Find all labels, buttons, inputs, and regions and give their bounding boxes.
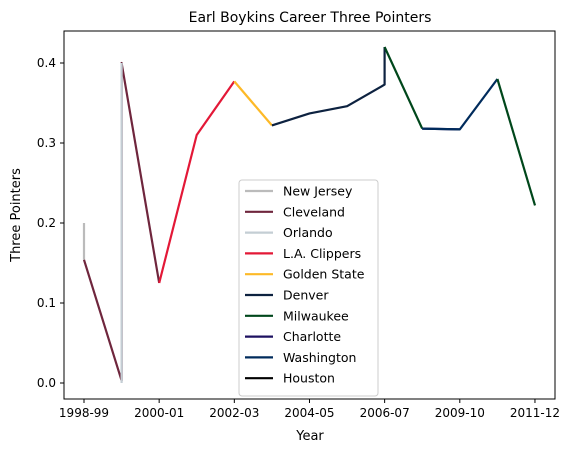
y-tick-label: 0.4 xyxy=(37,56,56,70)
y-tick-label: 0.0 xyxy=(37,376,56,390)
legend-label-golden-state: Golden State xyxy=(283,267,365,282)
x-tick-label: 2000-01 xyxy=(134,406,184,420)
legend-label-new-jersey: New Jersey xyxy=(283,184,353,199)
x-tick-label: 2002-03 xyxy=(209,406,259,420)
x-axis: 1998-99 2000-01 2002-03 2004-05 2006-07 2009-… xyxy=(59,399,560,420)
legend-label-orlando: Orlando xyxy=(283,225,333,240)
y-tick-label: 0.3 xyxy=(37,136,56,150)
legend-label-washington: Washington xyxy=(283,350,356,365)
y-axis: 0.0 0.1 0.2 0.3 0.4 xyxy=(37,56,64,390)
legend-label-cleveland: Cleveland xyxy=(283,204,345,219)
y-tick-label: 0.2 xyxy=(37,216,56,230)
y-tick-label: 0.1 xyxy=(37,296,56,310)
chart-title: Earl Boykins Career Three Pointers xyxy=(189,10,432,26)
x-tick-label: 2011-12 xyxy=(510,406,560,420)
legend-label-milwaukee: Milwaukee xyxy=(283,308,349,323)
x-axis-label: Year xyxy=(295,429,324,444)
series-line-milwaukee xyxy=(496,78,537,206)
legend-label-charlotte: Charlotte xyxy=(283,329,341,344)
legend: New Jersey Cleveland Orlando L.A. Clippers G… xyxy=(238,179,379,397)
x-tick-label: 1998-99 xyxy=(59,406,109,420)
x-tick-label: 2004-05 xyxy=(284,406,334,420)
series-line-l-a-clippers xyxy=(158,80,236,284)
series-line-milwaukee xyxy=(383,46,424,130)
y-axis-label: Three Pointers xyxy=(9,168,24,263)
x-tick-label: 2006-07 xyxy=(360,406,410,420)
series-line-washington xyxy=(422,78,499,131)
series-line-golden-state xyxy=(233,80,273,127)
legend-label-houston: Houston xyxy=(283,371,335,386)
x-tick-label: 2009-10 xyxy=(435,406,485,420)
legend-label-l-a-clippers: L.A. Clippers xyxy=(283,246,361,261)
legend-box xyxy=(238,179,379,397)
legend-label-denver: Denver xyxy=(283,288,329,303)
series-layer xyxy=(82,46,537,383)
series-line-denver xyxy=(271,47,386,127)
